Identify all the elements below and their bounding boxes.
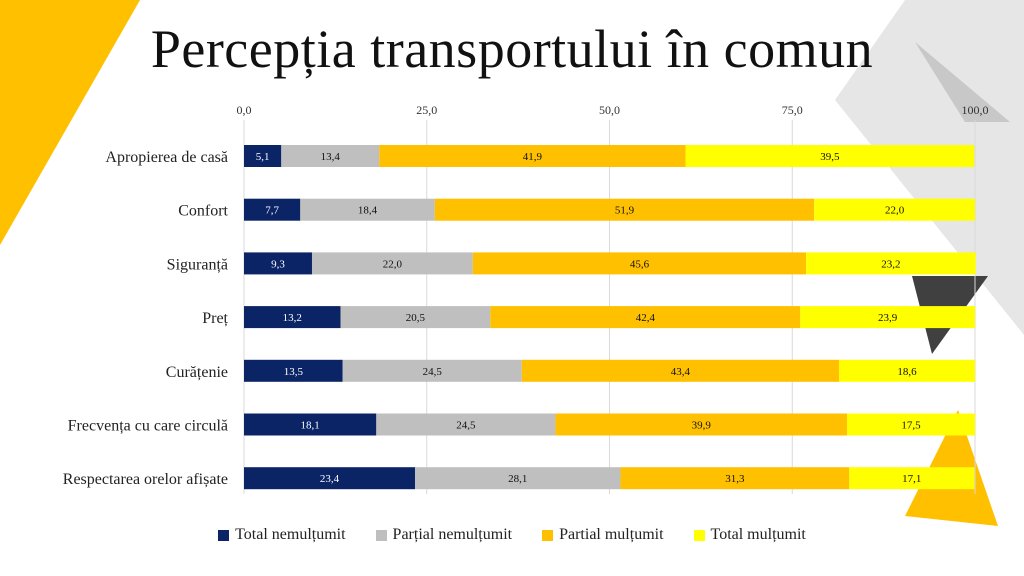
category-label: Frecvența cu care circulă (68, 418, 228, 435)
data-label: 24,5 (423, 366, 443, 378)
data-label: 23,4 (320, 473, 340, 485)
data-label: 7,7 (265, 205, 279, 217)
data-label: 9,3 (271, 258, 285, 270)
legend-swatch (693, 529, 705, 541)
data-label: 17,1 (902, 473, 921, 485)
data-label: 39,9 (692, 420, 712, 432)
bar-segment (490, 306, 801, 329)
data-label: 31,3 (725, 473, 745, 485)
x-tick-label: 25,0 (416, 103, 437, 117)
bar-segment (244, 145, 282, 167)
data-label: 23,9 (878, 312, 898, 324)
data-label: 18,4 (358, 205, 378, 217)
gray-corner-shape (835, 0, 1024, 335)
bar-segment (244, 198, 301, 221)
bar-segment (379, 145, 686, 167)
bar-segment (849, 467, 975, 490)
bar-segment (342, 359, 522, 382)
bar-segment (685, 145, 975, 167)
x-tick-label: 50,0 (599, 103, 620, 117)
bar-segment (244, 306, 341, 329)
legend-swatch (375, 529, 387, 541)
bar-segment (434, 198, 815, 221)
yellow-corner-triangle (0, 0, 140, 245)
bar-segment (521, 359, 840, 382)
legend-label: Total nemulțumit (235, 526, 346, 543)
legend-label: Total mulțumit (710, 526, 806, 543)
bar-segment (415, 467, 621, 490)
bar-segment (620, 467, 850, 490)
page-title: Percepția transportului în comun (150, 19, 874, 79)
category-label: Preț (202, 310, 228, 327)
data-label: 42,4 (636, 312, 656, 324)
data-label: 17,5 (901, 420, 921, 432)
legend-label: Parțial nemulțumit (392, 526, 513, 543)
data-label: 22,0 (383, 258, 403, 270)
bar-segment (340, 306, 491, 329)
category-label: Confort (178, 203, 228, 220)
data-label: 43,4 (671, 366, 691, 378)
stacked-bar-chart: 0,0 25,0 50,0 75,0 100,0 Apropierea de casă 5,… (63, 103, 989, 494)
data-label: 5,1 (256, 151, 270, 163)
data-label: 39,5 (820, 151, 840, 163)
x-tick-label: 0,0 (237, 103, 252, 117)
data-label: 13,4 (321, 151, 341, 163)
category-label: Siguranță (167, 256, 228, 273)
legend-swatch (542, 529, 554, 541)
legend-item: Total nemulțumit (218, 526, 346, 544)
data-label: 51,9 (615, 205, 635, 217)
legend-item: Total mulțumit (693, 526, 806, 544)
chart-legend: Total nemulțumit Parțial nemulțumit Partia… (0, 526, 1024, 544)
bar-segment (847, 413, 975, 436)
bar-segment (555, 413, 848, 436)
data-label: 28,1 (508, 473, 527, 485)
data-label: 20,5 (406, 312, 426, 324)
x-tick-label: 100,0 (962, 103, 989, 117)
bar-segment (311, 252, 473, 275)
bar-segment (472, 252, 807, 275)
bar-segment (376, 413, 556, 436)
data-label: 18,1 (301, 420, 320, 432)
bar-segment (244, 413, 377, 436)
bar-segment (244, 359, 343, 382)
legend-item: Partial mulțumit (542, 526, 664, 544)
legend-item: Parțial nemulțumit (375, 526, 513, 544)
data-label: 23,2 (881, 258, 900, 270)
data-label: 45,6 (630, 258, 650, 270)
bar-segment (244, 252, 312, 275)
bar-segment (300, 198, 435, 221)
bar-segment (839, 359, 975, 382)
bar-segment (281, 145, 380, 167)
data-label: 41,9 (523, 151, 543, 163)
bar-segment (814, 198, 975, 221)
gray-inner-triangle (915, 42, 1010, 122)
legend-swatch (218, 529, 230, 541)
category-label: Respectarea orelor afișate (63, 471, 228, 488)
data-label: 22,0 (885, 205, 905, 217)
category-label: Curățenie (166, 364, 228, 381)
data-label: 18,6 (897, 366, 917, 378)
bar-segment (800, 306, 975, 329)
legend-label: Partial mulțumit (559, 526, 664, 543)
category-label: Apropierea de casă (105, 149, 228, 166)
data-label: 13,2 (283, 312, 302, 324)
data-label: 13,5 (284, 366, 304, 378)
x-tick-label: 75,0 (782, 103, 803, 117)
bar-segment (806, 252, 976, 275)
data-label: 24,5 (456, 420, 476, 432)
bar-segment (244, 467, 416, 490)
